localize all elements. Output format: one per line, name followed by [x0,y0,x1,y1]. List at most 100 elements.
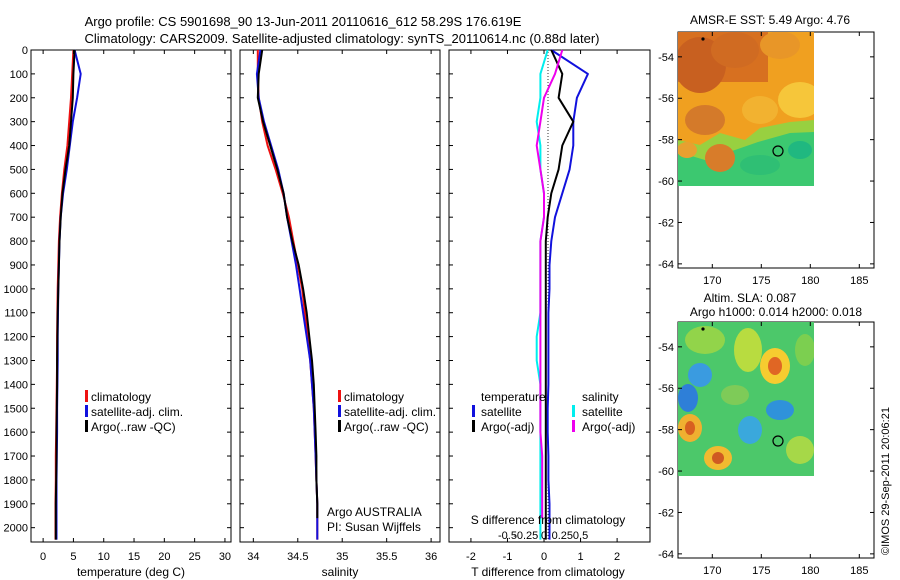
temperature-legend: climatology satellite-adj. clim. Argo(..… [85,390,183,434]
x-tick-label: 2 [614,551,620,563]
temperature-series-group [54,49,82,540]
legend-swatch-s-argo [572,420,575,432]
map-y-tick-label: -54 [658,52,674,64]
salinity-series-group [255,49,319,540]
sst-map-panel: AMSR-E SST: 5.49 Argo: 4.76 170 175 180 185… [658,13,875,287]
map-y-tick-label: -56 [658,93,674,105]
sla-argo-marker [772,435,784,447]
sst-map-title: AMSR-E SST: 5.49 Argo: 4.76 [690,13,850,27]
legend-label-climatology: climatology [91,390,151,404]
program-annotation: Argo AUSTRALIA [327,505,422,519]
map-y-tick-label: -58 [658,135,674,147]
map-y-tick-label: -62 [658,217,674,229]
temperature-panel: 0100200300400500600700800900100011001200… [4,45,232,579]
x-tick-label: 10 [98,551,110,563]
legend-swatch-argo [85,420,88,432]
map-x-tick-label: 180 [801,565,819,577]
temperature-axes-frame [30,49,232,543]
y-tick-label: 1500 [4,403,28,415]
y-tick-label: 500 [10,164,28,176]
temperature-xlabel: temperature (deg C) [77,565,185,579]
series-line-temperature-argo-adj [544,49,575,540]
series-line-salinity-argo-adj [535,49,564,519]
y-tick-label: 1000 [4,284,28,296]
y-tick-label: 1900 [4,499,28,511]
salinity-diff-tick-label: -0.25 [513,530,538,542]
series-line-argo-raw-qc [256,49,319,519]
legend-swatch-climatology [338,390,341,402]
x-tick-label: 0 [40,551,46,563]
legend-swatch-s-satellite [572,405,575,417]
figure-title-line2: Climatology: CARS2009. Satellite-adjuste… [85,31,600,46]
legend-swatch-satellite [338,405,341,417]
map-y-tick-label: -64 [658,549,674,561]
map-y-tick-label: -58 [658,425,674,437]
legend-label-s-satellite: satellite [582,405,623,419]
map-x-tick-label: 175 [752,565,770,577]
y-tick-label: 1800 [4,475,28,487]
y-tick-label: 2000 [4,523,28,535]
sst-reference-dot [701,37,705,41]
legend-label-satellite: satellite-adj. clim. [91,405,183,419]
map-y-tick-label: -56 [658,383,674,395]
salinity-diff-tick-label: 0 [541,530,547,542]
difference-ticks: -2 -1 0 1 2 -0.5-0.25 0 0.25 0.5 [449,49,650,563]
map-y-tick-label: -62 [658,507,674,519]
legend-label-t-argo: Argo(-adj) [481,420,534,434]
y-tick-label: 800 [10,236,28,248]
y-tick-label: 100 [10,69,28,81]
imos-watermark: ©IMOS 29-Sep-2011 20:06:21 [880,407,892,555]
difference-series-group [535,49,589,540]
map-y-tick-label: -64 [658,259,674,271]
legend-label-climatology: climatology [344,390,404,404]
y-tick-label: 1600 [4,427,28,439]
sst-map-ticks: 170 175 180 185 -54 -56 -58 -60 -62 -64 [658,32,874,287]
salinity-diff-tick-label: 0.25 [552,530,573,542]
sst-argo-marker [772,145,784,157]
salinity-xlabel: salinity [322,565,359,579]
figure-title-line1: Argo profile: CS 5901698_90 13-Jun-2011 … [85,14,522,29]
x-tick-label: 1 [578,551,584,563]
pi-annotation: PI: Susan Wijffels [327,520,421,534]
legend-header-salinity: salinity [582,390,619,404]
y-tick-label: 1700 [4,451,28,463]
x-tick-label: 15 [128,551,140,563]
x-tick-label: 34 [247,551,259,563]
difference-legend: temperature salinity satellite Argo(-adj… [472,390,635,434]
y-tick-label: 0 [22,45,28,57]
x-tick-label: 20 [158,551,170,563]
difference-xlabel: T difference from climatology [471,565,625,579]
legend-swatch-satellite [85,405,88,417]
legend-label-satellite: satellite-adj. clim. [344,405,436,419]
map-x-tick-label: 185 [850,275,868,287]
salinity-axes-frame [239,49,441,543]
sst-heatmap [678,32,814,186]
x-tick-label: 0 [541,551,547,563]
x-tick-label: -2 [466,551,476,563]
legend-label-t-satellite: satellite [481,405,522,419]
x-tick-label: 30 [219,551,231,563]
legend-label-argo: Argo(..raw -QC) [91,420,176,434]
x-tick-label: 35.5 [376,551,397,563]
sla-map-title-line1: Altim. SLA: 0.087 [704,291,797,305]
map-x-tick-label: 185 [850,565,868,577]
sla-map-panel: Altim. SLA: 0.087 Argo h1000: 0.014 h200… [658,291,875,577]
legend-swatch-argo [338,420,341,432]
legend-label-s-argo: Argo(-adj) [582,420,635,434]
salinity-legend: climatology satellite-adj. clim. Argo(..… [338,390,436,434]
x-tick-label: 36 [425,551,437,563]
temperature-ticks: 0100200300400500600700800900100011001200… [4,45,232,563]
series-line-temperature-satellite [546,49,589,540]
x-tick-label: 34.5 [287,551,308,563]
y-tick-label: 200 [10,93,28,105]
map-x-tick-label: 180 [801,275,819,287]
x-tick-label: 5 [70,551,76,563]
difference-panel: -2 -1 0 1 2 -0.5-0.25 0 0.25 0.5 S difference fr… [448,49,651,579]
sla-map-ticks: 170 175 180 185 -54 -56 -58 -60 -62 -64 [658,322,874,577]
sla-map-title-line2: Argo h1000: 0.014 h2000: 0.018 [690,305,862,319]
sla-heatmap [678,322,814,476]
series-line-argo-raw-qc [54,49,76,540]
y-tick-label: 600 [10,188,28,200]
y-tick-label: 900 [10,260,28,272]
